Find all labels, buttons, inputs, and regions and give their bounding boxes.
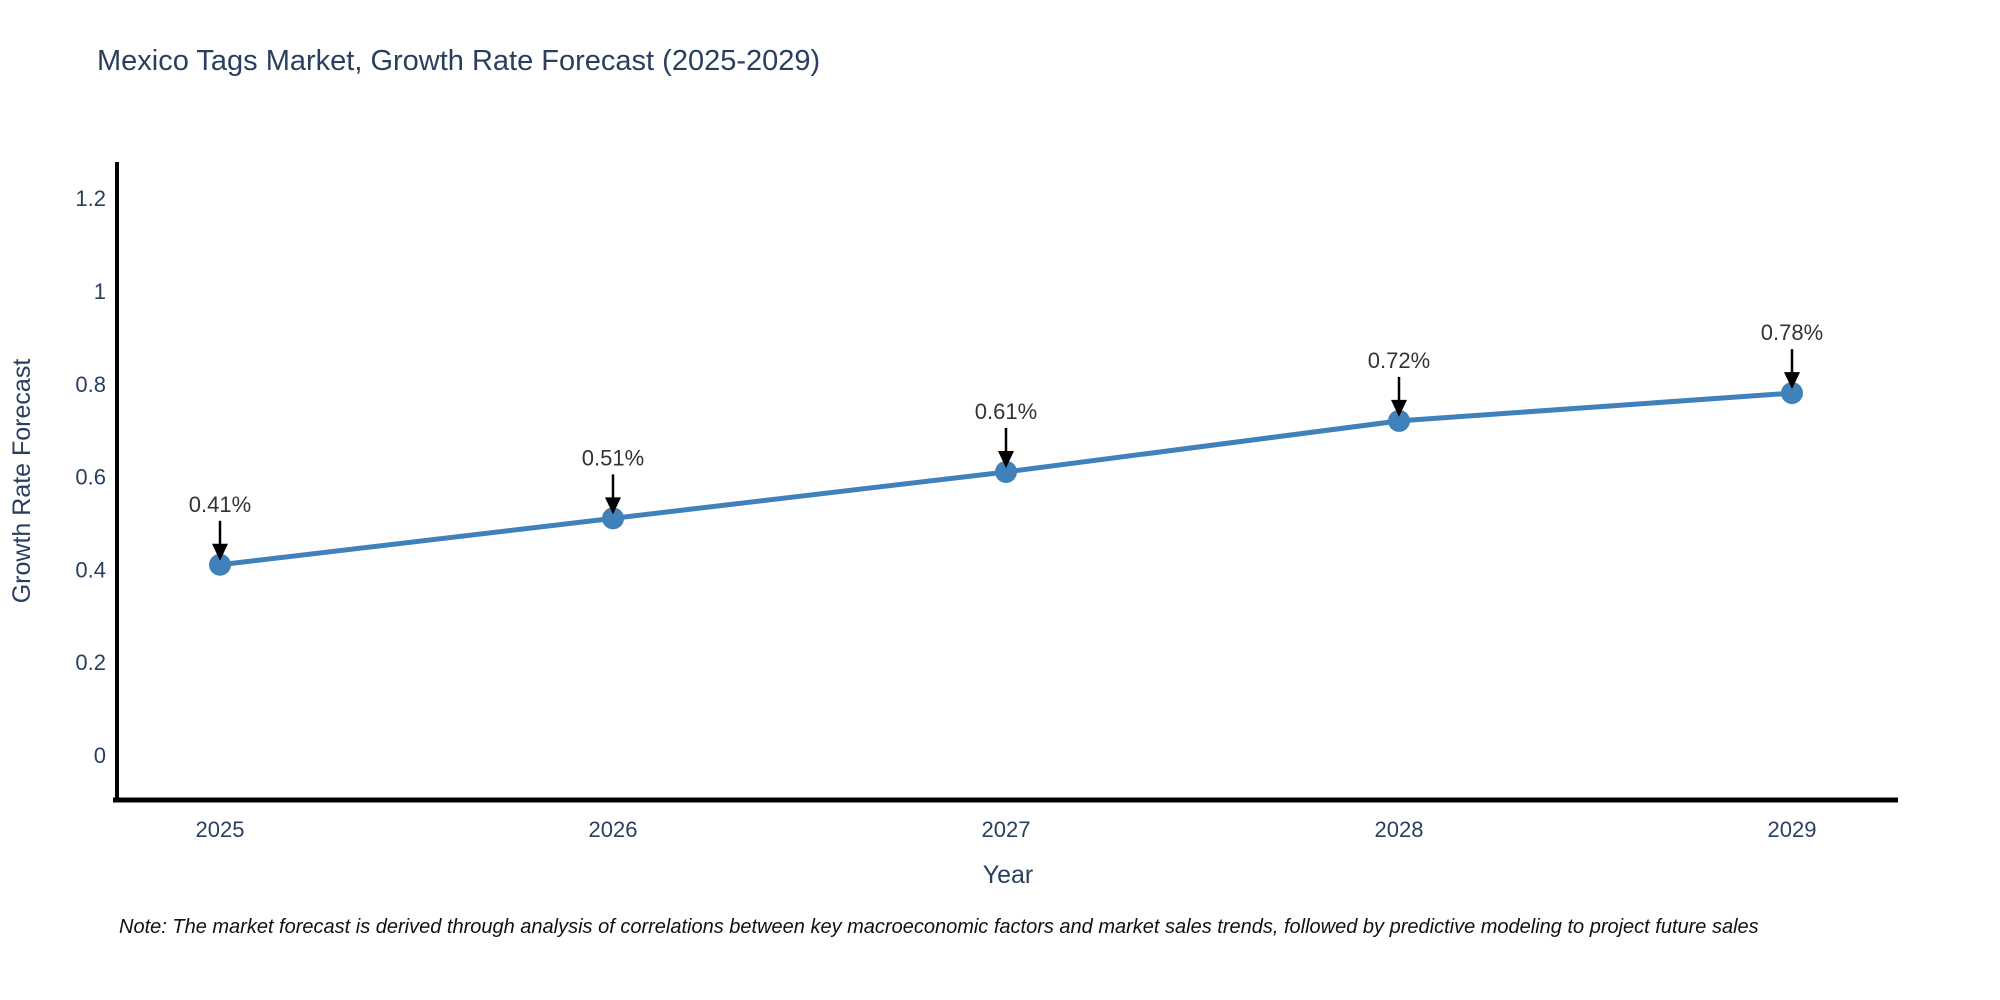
y-tick-label: 0 bbox=[94, 743, 106, 768]
data-point[interactable] bbox=[602, 507, 624, 530]
y-tick-labels-group: 0 0.2 0.4 0.6 0.8 1 1.2 bbox=[75, 186, 106, 768]
y-tick-label: 0.8 bbox=[75, 372, 106, 397]
chart-title: Mexico Tags Market, Growth Rate Forecast… bbox=[97, 45, 821, 77]
point-value-label: 0.51% bbox=[582, 445, 644, 470]
x-tick-labels-group: 2025 2026 2027 2028 2029 bbox=[196, 817, 1817, 842]
markers-group bbox=[209, 382, 1803, 576]
annotation-arrowhead-icon bbox=[212, 543, 228, 561]
data-point[interactable] bbox=[995, 460, 1017, 483]
data-point[interactable] bbox=[209, 553, 231, 576]
y-tick-label: 0.4 bbox=[75, 557, 106, 582]
annotation-arrowhead-icon bbox=[605, 497, 621, 515]
y-tick-label: 0.2 bbox=[75, 650, 106, 675]
y-tick-label: 1 bbox=[94, 279, 106, 304]
y-axis-title: Growth Rate Forecast bbox=[8, 359, 36, 604]
y-tick-label: 0.6 bbox=[75, 465, 106, 490]
axes-group bbox=[113, 162, 1898, 803]
data-point[interactable] bbox=[1781, 382, 1803, 405]
data-point[interactable] bbox=[1388, 409, 1410, 432]
x-tick-label: 2025 bbox=[196, 817, 245, 842]
y-tick-label: 1.2 bbox=[75, 186, 106, 211]
point-value-label: 0.41% bbox=[189, 492, 251, 517]
point-value-label: 0.78% bbox=[1761, 320, 1823, 345]
annotation-arrowhead-icon bbox=[1784, 372, 1800, 390]
annotation-arrowhead-icon bbox=[998, 450, 1014, 468]
x-tick-label: 2026 bbox=[589, 817, 638, 842]
x-tick-label: 2028 bbox=[1375, 817, 1424, 842]
point-value-label: 0.61% bbox=[975, 399, 1037, 424]
x-axis-title: Year bbox=[983, 861, 1034, 889]
point-value-label: 0.72% bbox=[1368, 348, 1430, 373]
footnote-text: Note: The market forecast is derived thr… bbox=[119, 916, 1759, 938]
x-tick-label: 2027 bbox=[982, 817, 1031, 842]
annotation-arrowhead-icon bbox=[1391, 399, 1407, 417]
x-tick-label: 2029 bbox=[1768, 817, 1817, 842]
annotations-group: 0.41% 0.51% 0.61% 0.72% 0.78% bbox=[189, 320, 1823, 561]
